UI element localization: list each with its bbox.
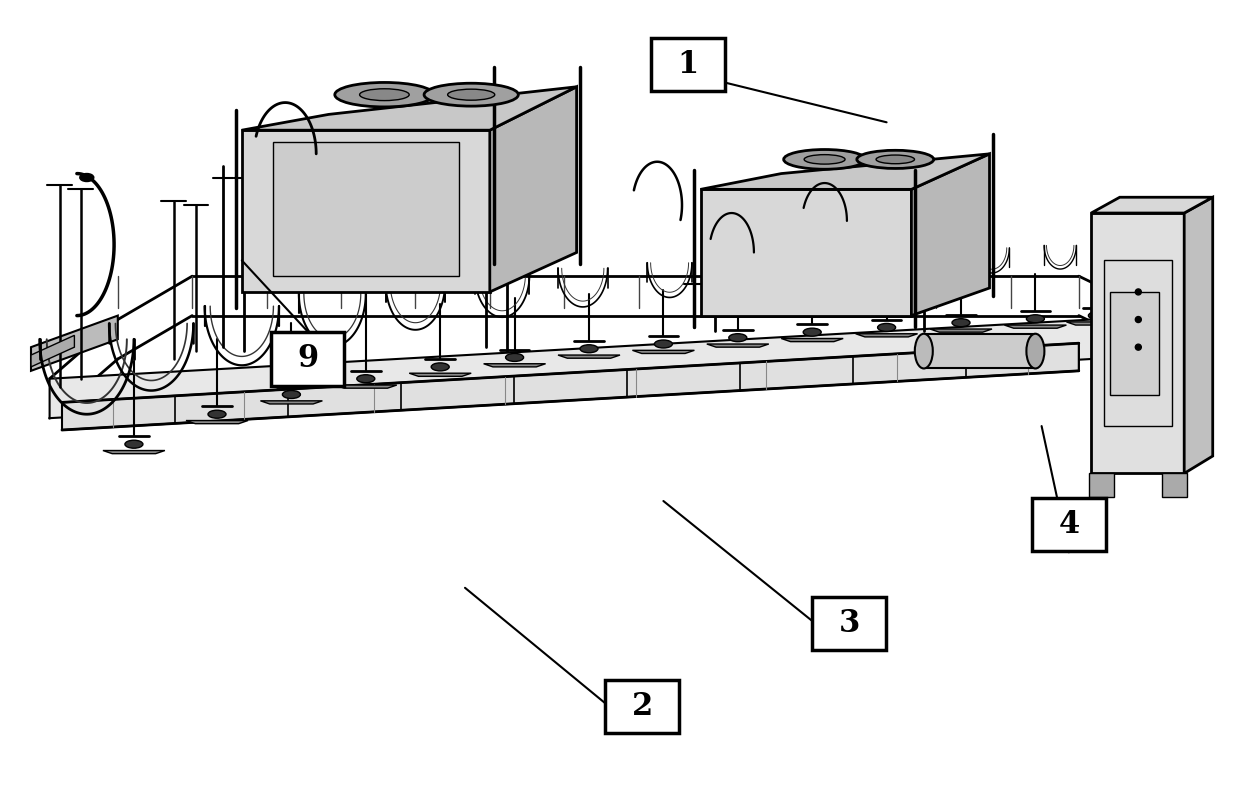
Polygon shape bbox=[632, 350, 694, 353]
Polygon shape bbox=[1110, 292, 1159, 394]
Polygon shape bbox=[62, 343, 1079, 430]
Polygon shape bbox=[273, 142, 459, 276]
Polygon shape bbox=[31, 316, 118, 371]
Polygon shape bbox=[1004, 325, 1066, 328]
Polygon shape bbox=[409, 373, 471, 376]
Ellipse shape bbox=[804, 155, 846, 164]
Text: 2: 2 bbox=[631, 690, 653, 722]
Ellipse shape bbox=[784, 150, 866, 170]
FancyBboxPatch shape bbox=[270, 332, 345, 386]
Polygon shape bbox=[335, 385, 397, 388]
Polygon shape bbox=[31, 335, 74, 367]
Ellipse shape bbox=[1089, 312, 1106, 320]
Ellipse shape bbox=[857, 151, 934, 169]
FancyBboxPatch shape bbox=[812, 596, 887, 650]
Polygon shape bbox=[484, 364, 546, 367]
Ellipse shape bbox=[283, 391, 300, 398]
Polygon shape bbox=[701, 154, 990, 189]
Polygon shape bbox=[103, 451, 165, 454]
Polygon shape bbox=[1104, 260, 1172, 426]
Ellipse shape bbox=[1136, 344, 1141, 350]
Ellipse shape bbox=[729, 334, 746, 342]
FancyBboxPatch shape bbox=[1032, 498, 1106, 552]
Text: 9: 9 bbox=[296, 343, 319, 375]
Polygon shape bbox=[1091, 197, 1213, 213]
FancyBboxPatch shape bbox=[605, 679, 680, 733]
Polygon shape bbox=[186, 421, 248, 424]
Polygon shape bbox=[701, 189, 911, 316]
Ellipse shape bbox=[432, 363, 449, 371]
Text: 1: 1 bbox=[677, 49, 699, 80]
Ellipse shape bbox=[1027, 315, 1044, 323]
Polygon shape bbox=[1091, 213, 1184, 473]
Ellipse shape bbox=[79, 174, 94, 181]
Text: 3: 3 bbox=[838, 608, 861, 639]
Ellipse shape bbox=[335, 82, 434, 107]
Polygon shape bbox=[1066, 322, 1128, 325]
Ellipse shape bbox=[360, 88, 409, 101]
Ellipse shape bbox=[580, 345, 598, 353]
Ellipse shape bbox=[357, 375, 374, 383]
Polygon shape bbox=[781, 338, 843, 342]
Polygon shape bbox=[242, 87, 577, 130]
Ellipse shape bbox=[1027, 334, 1044, 368]
Polygon shape bbox=[558, 355, 620, 358]
Polygon shape bbox=[930, 329, 992, 332]
Polygon shape bbox=[856, 334, 918, 337]
Polygon shape bbox=[50, 316, 1161, 418]
Ellipse shape bbox=[915, 334, 932, 368]
Text: 4: 4 bbox=[1058, 509, 1080, 540]
Ellipse shape bbox=[655, 340, 672, 348]
Ellipse shape bbox=[1136, 289, 1141, 295]
Polygon shape bbox=[260, 401, 322, 404]
Ellipse shape bbox=[448, 89, 495, 100]
Ellipse shape bbox=[878, 323, 895, 331]
Polygon shape bbox=[242, 130, 490, 292]
Ellipse shape bbox=[125, 440, 143, 448]
Ellipse shape bbox=[804, 328, 821, 336]
Ellipse shape bbox=[506, 353, 523, 361]
Polygon shape bbox=[1089, 473, 1114, 497]
Polygon shape bbox=[924, 334, 1035, 368]
Ellipse shape bbox=[1136, 316, 1141, 323]
Ellipse shape bbox=[875, 155, 915, 164]
Polygon shape bbox=[1184, 197, 1213, 473]
Ellipse shape bbox=[424, 84, 518, 107]
Polygon shape bbox=[1162, 473, 1187, 497]
Ellipse shape bbox=[952, 319, 970, 327]
Polygon shape bbox=[707, 344, 769, 347]
FancyBboxPatch shape bbox=[651, 38, 725, 92]
Ellipse shape bbox=[208, 410, 226, 418]
Polygon shape bbox=[911, 154, 990, 316]
Polygon shape bbox=[490, 87, 577, 292]
